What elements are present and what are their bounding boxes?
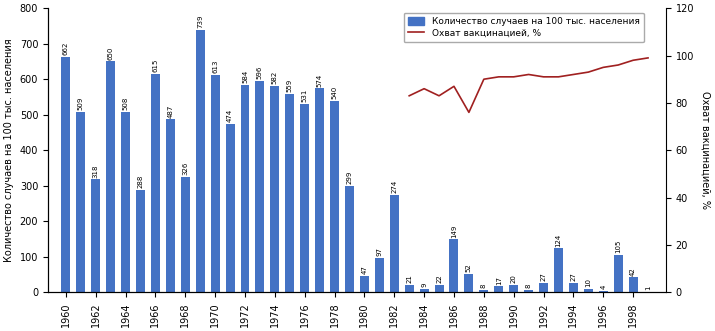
Text: 582: 582: [272, 71, 278, 84]
Bar: [569, 283, 578, 292]
Bar: [539, 283, 548, 292]
Text: 540: 540: [332, 85, 337, 99]
Bar: [285, 94, 295, 292]
Bar: [181, 176, 189, 292]
Text: 52: 52: [466, 263, 472, 272]
Bar: [420, 289, 428, 292]
Text: 17: 17: [495, 275, 502, 285]
Bar: [554, 248, 563, 292]
Text: 22: 22: [436, 274, 442, 283]
Text: 124: 124: [556, 233, 561, 247]
Bar: [494, 286, 503, 292]
Text: 487: 487: [167, 104, 173, 118]
Text: 739: 739: [197, 15, 203, 28]
Text: 531: 531: [302, 89, 307, 102]
Text: 42: 42: [630, 267, 636, 276]
Text: 318: 318: [93, 164, 99, 178]
Text: 149: 149: [451, 224, 457, 238]
Bar: [375, 258, 384, 292]
Bar: [121, 112, 130, 292]
Bar: [270, 86, 280, 292]
Bar: [584, 289, 593, 292]
Bar: [405, 285, 414, 292]
Text: 574: 574: [317, 73, 322, 87]
Bar: [255, 81, 265, 292]
Bar: [330, 101, 339, 292]
Bar: [240, 85, 250, 292]
Text: 509: 509: [78, 96, 84, 110]
Bar: [61, 57, 70, 292]
Bar: [509, 285, 518, 292]
Bar: [465, 274, 473, 292]
Bar: [598, 291, 608, 292]
Text: 288: 288: [137, 175, 144, 188]
Text: 27: 27: [541, 272, 546, 281]
Bar: [628, 277, 638, 292]
Text: 274: 274: [391, 180, 398, 193]
Text: 4: 4: [601, 285, 606, 289]
Text: 1: 1: [645, 286, 651, 290]
Text: 20: 20: [511, 275, 517, 283]
Text: 662: 662: [63, 42, 69, 55]
Text: 299: 299: [347, 171, 352, 184]
Bar: [345, 186, 354, 292]
Bar: [613, 255, 623, 292]
Bar: [77, 112, 85, 292]
Text: 105: 105: [615, 240, 621, 253]
Bar: [390, 195, 399, 292]
Text: 615: 615: [152, 59, 159, 72]
Bar: [92, 179, 100, 292]
Text: 474: 474: [227, 109, 233, 122]
Text: 21: 21: [406, 274, 412, 283]
Y-axis label: Количество случаев на 100 тыс. населения: Количество случаев на 100 тыс. населения: [4, 38, 14, 262]
Bar: [450, 239, 458, 292]
Bar: [151, 74, 160, 292]
Bar: [106, 62, 115, 292]
Text: 584: 584: [242, 70, 248, 83]
Text: 326: 326: [182, 162, 188, 175]
Text: 10: 10: [586, 278, 591, 287]
Text: 559: 559: [287, 79, 292, 92]
Text: 8: 8: [480, 283, 487, 288]
Bar: [479, 290, 488, 292]
Legend: Количество случаев на 100 тыс. населения, Охват вакцинацией, %: Количество случаев на 100 тыс. населения…: [403, 13, 644, 42]
Text: 596: 596: [257, 66, 263, 79]
Bar: [196, 30, 204, 292]
Text: 27: 27: [571, 272, 576, 281]
Text: 47: 47: [361, 265, 368, 274]
Bar: [211, 74, 220, 292]
Text: 508: 508: [122, 97, 129, 110]
Bar: [524, 290, 533, 292]
Bar: [360, 276, 369, 292]
Text: 8: 8: [526, 283, 532, 288]
Bar: [225, 124, 235, 292]
Text: 650: 650: [108, 46, 114, 60]
Bar: [435, 285, 443, 292]
Bar: [300, 104, 309, 292]
Bar: [315, 88, 324, 292]
Text: 97: 97: [376, 247, 383, 256]
Bar: [136, 190, 145, 292]
Bar: [166, 119, 175, 292]
Text: 9: 9: [421, 283, 427, 287]
Text: 613: 613: [212, 59, 218, 73]
Y-axis label: Охват вакцинацией, %: Охват вакцинацией, %: [701, 91, 711, 209]
